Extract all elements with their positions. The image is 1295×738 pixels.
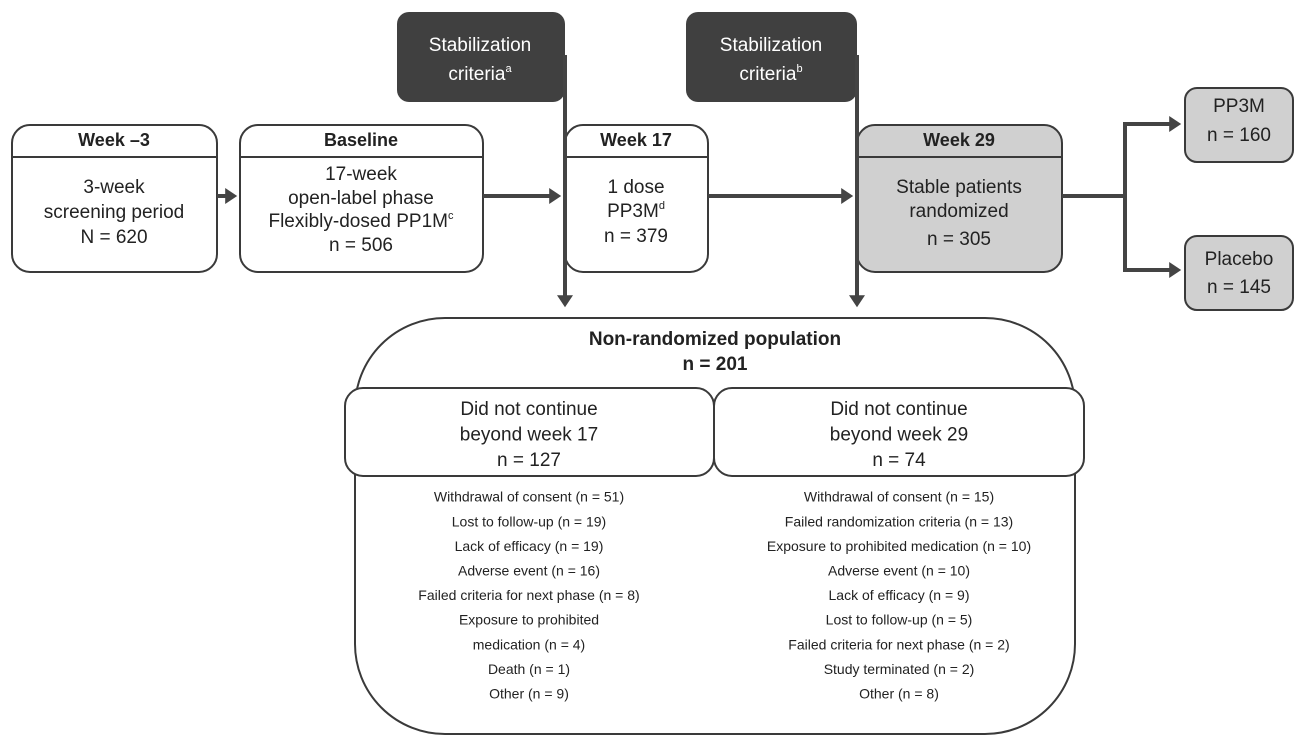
phase-text: 1 dose bbox=[607, 177, 664, 198]
reason: Other (n = 9) bbox=[489, 686, 569, 702]
reason: Adverse event (n = 16) bbox=[458, 563, 600, 579]
phase-text: randomized bbox=[909, 201, 1008, 222]
phase-box bbox=[239, 124, 484, 273]
phase-text: Flexibly-dosed PP1Mc bbox=[268, 210, 454, 232]
reason: Failed randomization criteria (n = 13) bbox=[785, 513, 1013, 529]
reason: Exposure to prohibited bbox=[459, 612, 599, 628]
stabilization-text: criteriab bbox=[739, 63, 802, 85]
arm-text: n = 145 bbox=[1207, 277, 1271, 298]
superscript: c bbox=[448, 210, 454, 222]
text: PP3M bbox=[607, 201, 659, 222]
section-count: n = 201 bbox=[683, 354, 748, 375]
group-text: beyond week 29 bbox=[830, 425, 968, 446]
stabilization-box bbox=[686, 12, 857, 102]
stabilization-text: criteriaa bbox=[448, 63, 512, 85]
reason: Lack of efficacy (n = 9) bbox=[829, 587, 970, 603]
group-text: n = 74 bbox=[872, 450, 926, 471]
reason: Lost to follow-up (n = 5) bbox=[826, 612, 973, 628]
phase-text: open-label phase bbox=[288, 188, 434, 209]
reason: Exposure to prohibited medication (n = 1… bbox=[767, 538, 1031, 554]
phase-text: 3-week bbox=[83, 177, 145, 198]
arm-text: PP3M bbox=[1213, 96, 1265, 117]
reason: Other (n = 8) bbox=[859, 686, 939, 702]
superscript: b bbox=[796, 63, 802, 75]
phase-text: N = 620 bbox=[80, 227, 147, 248]
text: Flexibly-dosed PP1M bbox=[268, 211, 448, 232]
section-title: Non-randomized population bbox=[589, 329, 841, 350]
reason: Failed criteria for next phase (n = 8) bbox=[418, 587, 639, 603]
reason: Study terminated (n = 2) bbox=[824, 661, 975, 677]
reason: Failed criteria for next phase (n = 2) bbox=[788, 636, 1009, 652]
phase-text: screening period bbox=[44, 202, 184, 223]
text: criteria bbox=[739, 64, 796, 85]
phase-text: 17-week bbox=[325, 164, 397, 185]
text: criteria bbox=[448, 64, 505, 85]
phase-text: n = 379 bbox=[604, 226, 668, 247]
group-text: beyond week 17 bbox=[460, 425, 598, 446]
phase-text: n = 305 bbox=[927, 229, 991, 250]
reason: Death (n = 1) bbox=[488, 661, 570, 677]
arm-text: Placebo bbox=[1205, 249, 1274, 270]
reason: Lack of efficacy (n = 19) bbox=[455, 538, 604, 554]
phase-header: Baseline bbox=[324, 130, 398, 150]
phase-header: Week 17 bbox=[600, 130, 672, 150]
stabilization-text: Stabilization bbox=[429, 35, 531, 56]
phase-text: n = 506 bbox=[329, 235, 393, 256]
reason: Withdrawal of consent (n = 15) bbox=[804, 489, 994, 505]
group-text: Did not continue bbox=[460, 399, 597, 420]
reason: medication (n = 4) bbox=[473, 636, 585, 652]
superscript: d bbox=[659, 200, 665, 212]
arm-box bbox=[1184, 87, 1294, 163]
arm-text: n = 160 bbox=[1207, 125, 1271, 146]
stabilization-box bbox=[397, 12, 565, 102]
phase-header: Week 29 bbox=[923, 130, 995, 150]
phase-text: Stable patients bbox=[896, 177, 1022, 198]
group-text: Did not continue bbox=[830, 399, 967, 420]
reason: Withdrawal of consent (n = 51) bbox=[434, 489, 624, 505]
reason: Lost to follow-up (n = 19) bbox=[452, 513, 606, 529]
reason: Adverse event (n = 10) bbox=[828, 563, 970, 579]
arm-box bbox=[1184, 235, 1294, 311]
stabilization-text: Stabilization bbox=[720, 35, 822, 56]
phase-box bbox=[11, 124, 218, 273]
superscript: a bbox=[505, 63, 512, 75]
connector bbox=[1062, 124, 1127, 270]
phase-header: Week –3 bbox=[78, 130, 150, 150]
group-box bbox=[713, 387, 1085, 477]
group-text: n = 127 bbox=[497, 450, 561, 471]
phase-text: PP3Md bbox=[607, 200, 665, 222]
